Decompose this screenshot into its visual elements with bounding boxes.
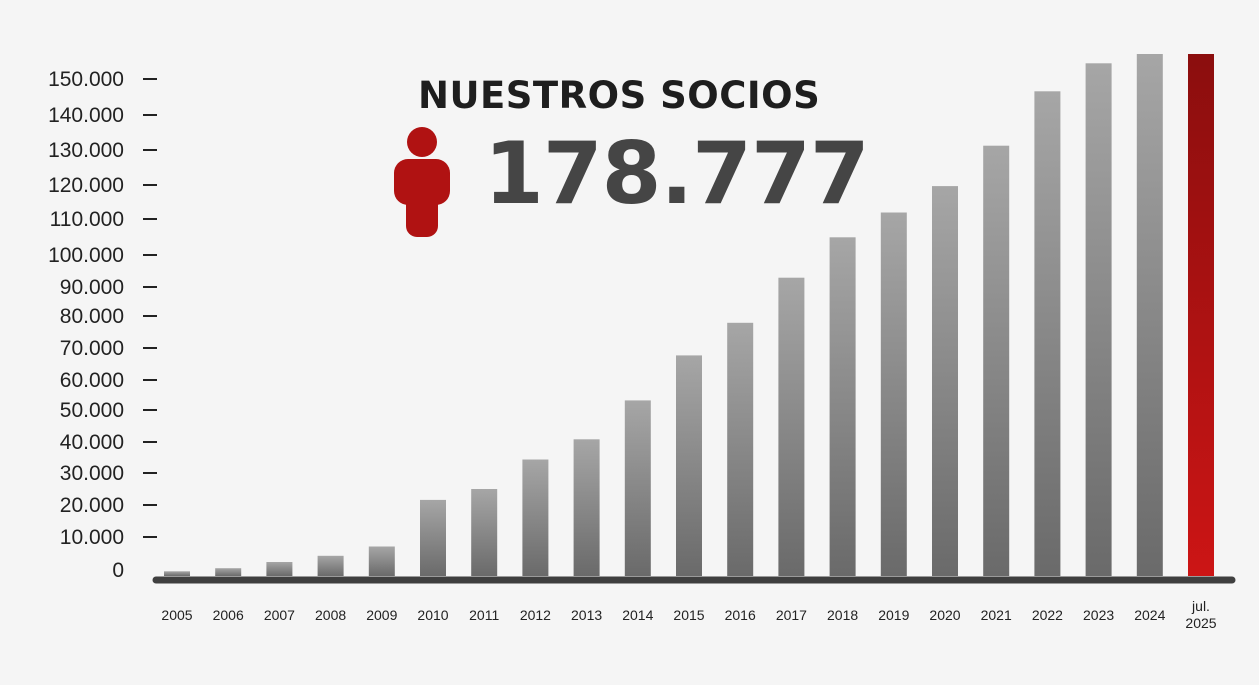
y-tick-label: 50.000: [60, 399, 124, 422]
x-tick-label: 2023: [1083, 607, 1114, 623]
y-tick-label: 120.000: [48, 174, 124, 197]
bar-2021: [983, 145, 1010, 576]
y-tick-label: 90.000: [60, 276, 124, 299]
y-tick-label: 0: [112, 559, 124, 582]
bar-2014: [624, 400, 651, 576]
x-tick-label: 2019: [878, 607, 909, 623]
bar-2012: [522, 459, 549, 576]
bar-2006: [215, 568, 242, 576]
bar-2013: [573, 439, 600, 576]
bar-2009: [368, 546, 395, 576]
y-tick-label: 110.000: [50, 208, 124, 231]
bar-2011: [471, 489, 498, 576]
x-tick-label: 2005: [161, 607, 192, 623]
x-tick-label: 2006: [213, 607, 244, 623]
x-tick-label: 2018: [827, 607, 858, 623]
bar-2010: [420, 499, 446, 576]
bar-2019: [880, 212, 907, 576]
y-tick-label: 100.000: [48, 244, 124, 267]
y-tick-label: 140.000: [48, 104, 124, 127]
headline: NUESTROS SOCIOS: [418, 74, 821, 117]
y-tick-label: 40.000: [60, 431, 124, 454]
bar-2008: [317, 555, 344, 576]
bar-2018: [829, 237, 856, 577]
y-tick-label: 80.000: [60, 305, 124, 328]
bar-2017: [778, 277, 805, 576]
x-tick-label: 2022: [1032, 607, 1063, 623]
x-tick-label: 2007: [264, 607, 295, 623]
person-icon: [394, 127, 450, 237]
bar-2020: [932, 186, 958, 576]
y-tick-label: 10.000: [60, 526, 124, 549]
x-tick-label: 2014: [622, 607, 653, 623]
bar-2016: [727, 322, 754, 576]
x-axis: 2005 2006 2007 2008 2009 2010 2011 2012 2013 2014…: [161, 598, 1216, 631]
bar-2005: [164, 571, 190, 576]
bar-2023: [1085, 63, 1112, 577]
y-tick-label: 20.000: [60, 494, 124, 517]
total-members-count: 178.777: [484, 124, 870, 224]
x-tick-label: 2021: [981, 607, 1012, 623]
y-tick-label: 150.000: [48, 68, 124, 91]
x-tick-label: 2008: [315, 607, 346, 623]
bar-2022: [1034, 91, 1061, 577]
x-tick-label: 2020: [929, 607, 960, 623]
bar-2015: [676, 355, 702, 576]
x-tick-label: 2012: [520, 607, 551, 623]
y-tick-label: 30.000: [60, 462, 124, 485]
x-tick-label: 2013: [571, 607, 602, 623]
y-tick-label: 130.000: [48, 139, 124, 162]
bar-jul-2025: [1188, 54, 1214, 576]
y-tick-label: 70.000: [60, 337, 124, 360]
x-tick-label: 2011: [469, 607, 499, 623]
x-tick-label: 2024: [1134, 607, 1165, 623]
x-tick-label: 2016: [725, 607, 756, 623]
x-tick-label: 2017: [776, 607, 807, 623]
bar-2007: [266, 562, 293, 576]
y-tick-label: 60.000: [60, 369, 124, 392]
x-tick-label: jul. 2025: [1185, 598, 1216, 631]
bar-2024: [1136, 54, 1163, 576]
x-tick-label: 2015: [673, 607, 704, 623]
y-axis: 0 10.000 20.000 30.000 40.000 50.000 60.000 70.…: [48, 68, 157, 582]
bars: [164, 54, 1214, 577]
x-tick-label: 2009: [366, 607, 397, 623]
x-tick-label: 2010: [417, 607, 448, 623]
